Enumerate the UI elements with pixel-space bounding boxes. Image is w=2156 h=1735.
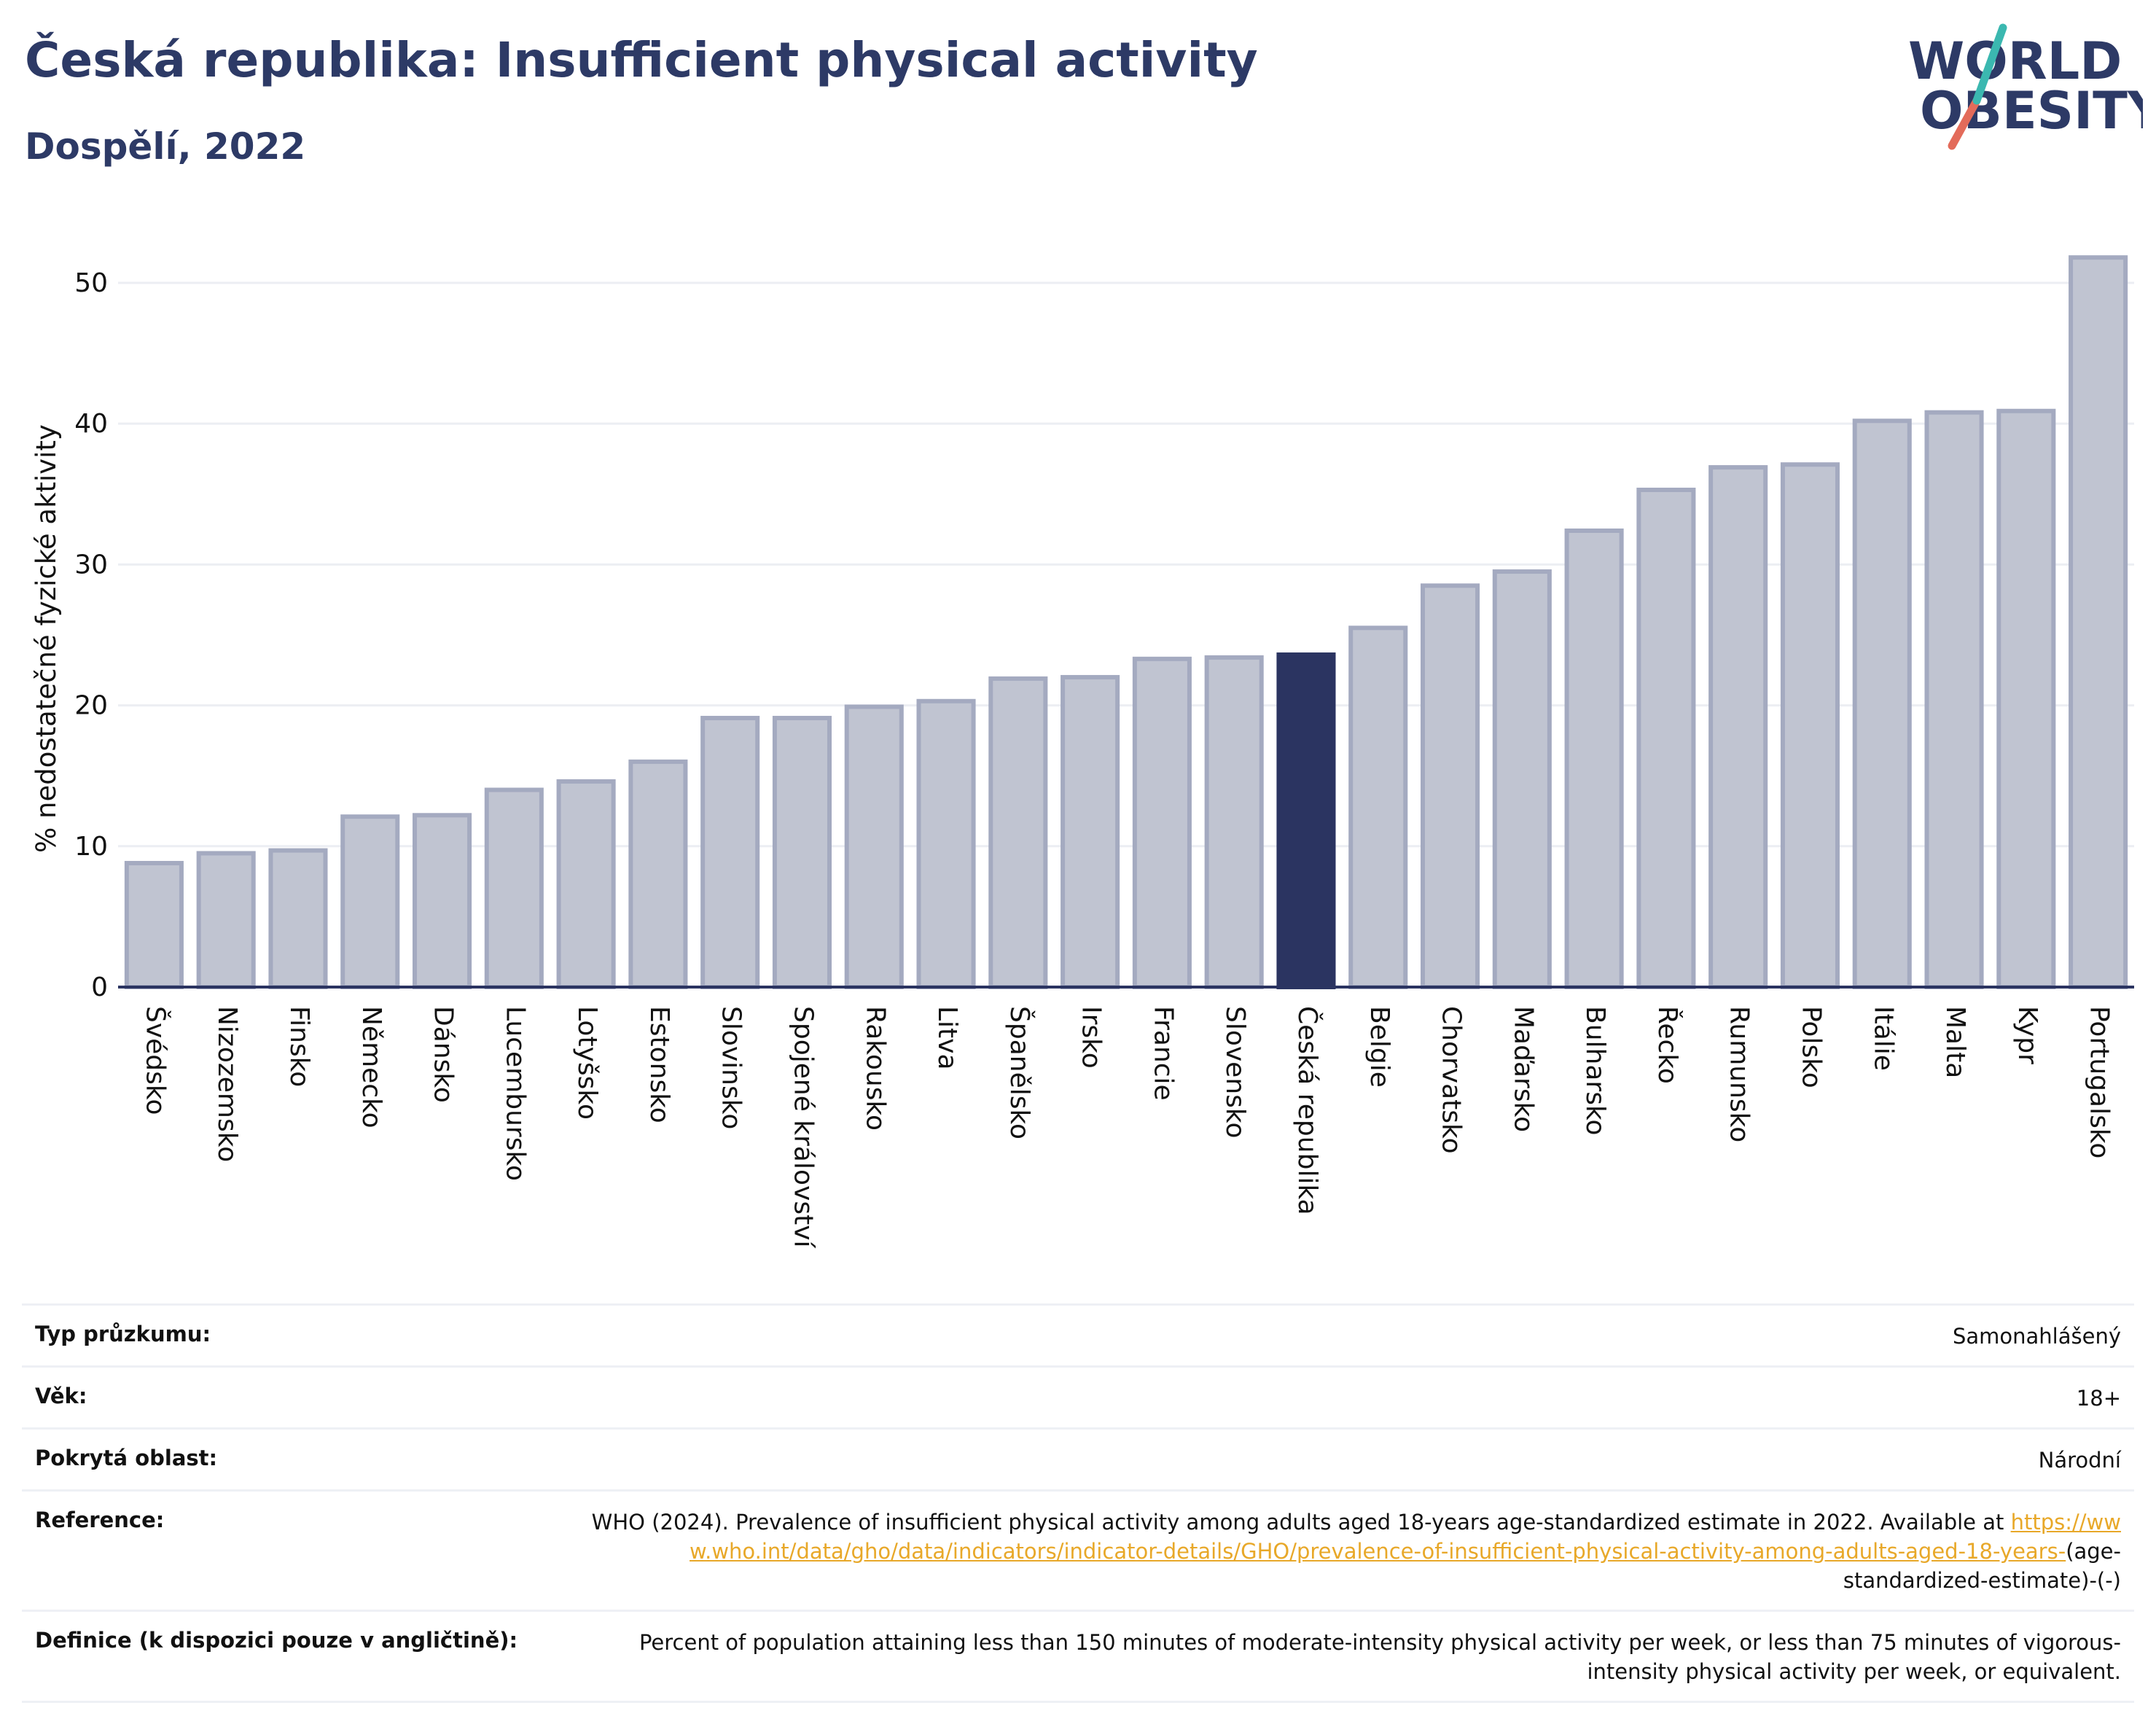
bar	[556, 779, 616, 989]
y-tick-label: 0	[91, 972, 108, 1002]
bar	[1420, 583, 1480, 989]
x-tick-label: Estonsko	[644, 1006, 674, 1123]
world-obesity-logo: WORLD OBESITY	[1908, 23, 2143, 150]
x-tick-label: Švédsko	[140, 1006, 171, 1115]
bar	[844, 704, 904, 989]
x-tick-label: Polsko	[1796, 1006, 1826, 1088]
bar	[1636, 487, 1696, 989]
reference-label: Reference:	[22, 1489, 589, 1611]
x-tick-label: Bulharsko	[1580, 1006, 1610, 1136]
bar	[1708, 465, 1768, 989]
bar-chart: 0 10 20 30 40 50 Švédsko Nizozemsko Finsko Němec…	[31, 255, 2134, 1249]
y-tick-label: 50	[74, 268, 108, 298]
survey-type-label: Typ průzkumu:	[22, 1303, 589, 1367]
bar	[1996, 408, 2056, 989]
reference-value: WHO (2024). Prevalence of insufficient p…	[589, 1489, 2134, 1611]
info-row-coverage: Pokrytá oblast: Národní	[22, 1427, 2134, 1491]
bar	[484, 787, 544, 989]
x-tick-label: Maďarsko	[1508, 1006, 1538, 1132]
bar	[412, 813, 472, 989]
bar	[1204, 655, 1264, 989]
info-row-survey-type: Typ průzkumu: Samonahlášený	[22, 1303, 2134, 1367]
y-tick-label: 10	[74, 832, 108, 862]
x-tick-label: Irsko	[1077, 1006, 1106, 1069]
x-tick-label: Nizozemsko	[212, 1006, 242, 1162]
coverage-label: Pokrytá oblast:	[22, 1427, 589, 1491]
logo-slash-coral	[1948, 96, 1981, 150]
survey-type-value: Samonahlášený	[589, 1303, 2134, 1367]
x-tick-label: Chorvatsko	[1437, 1006, 1466, 1154]
bar	[1564, 529, 1624, 989]
y-tick-label: 20	[74, 691, 108, 721]
bar	[1061, 674, 1120, 990]
coverage-value: Národní	[589, 1427, 2134, 1491]
bar	[772, 715, 832, 989]
definition-label: Definice (k dispozici pouze v angličtině…	[22, 1610, 589, 1703]
bar-highlighted	[1276, 652, 1336, 990]
x-tick-label: Lotyšsko	[572, 1006, 602, 1120]
bar	[124, 860, 184, 990]
reference-link[interactable]: https://www.who.int/data/gho/data/indica…	[690, 1510, 2121, 1564]
x-tick-label: Lucembursko	[500, 1006, 530, 1181]
x-tick-label: Slovinsko	[716, 1006, 746, 1129]
x-tick-label: Rumunsko	[1725, 1006, 1754, 1142]
bar	[340, 814, 400, 989]
bar	[1780, 462, 1840, 989]
logo-line-1: WORLD	[1908, 31, 2122, 91]
bar	[1924, 410, 1984, 989]
x-tick-label: Malta	[1940, 1006, 1970, 1078]
info-row-definition: Definice (k dispozici pouze v angličtině…	[22, 1610, 2134, 1703]
y-axis-label: % nedostatečné fyzické aktivity	[31, 424, 62, 853]
x-tick-label: Řecko	[1652, 1006, 1683, 1084]
bar	[1852, 418, 1912, 989]
x-tick-label: Spojené království	[788, 1006, 818, 1249]
logo-slash-teal	[1972, 23, 2007, 105]
y-tick-label: 40	[74, 409, 108, 439]
reference-text: WHO (2024). Prevalence of insufficient p…	[591, 1510, 2011, 1535]
x-tick-label: Itálie	[1868, 1006, 1898, 1071]
y-tick-label: 30	[74, 550, 108, 580]
chart-subtitle: Dospělí, 2022	[25, 125, 306, 168]
x-tick-label: Rakousko	[860, 1006, 890, 1131]
age-label: Věk:	[22, 1365, 589, 1429]
x-tick-label: Finsko	[284, 1006, 314, 1087]
bar	[2069, 255, 2128, 990]
age-value: 18+	[589, 1365, 2134, 1429]
bar	[1132, 656, 1192, 989]
reference-suffix: (age-standardized-estimate)-(-)	[1843, 1539, 2121, 1593]
axes: 0 10 20 30 40 50	[74, 268, 2134, 1002]
x-tick-label: Kypr	[2012, 1006, 2042, 1064]
bar	[700, 715, 760, 989]
info-row-reference: Reference: WHO (2024). Prevalence of ins…	[22, 1489, 2134, 1611]
x-tick-label: Španělsko	[1004, 1006, 1035, 1139]
x-tick-label: Belgie	[1364, 1006, 1394, 1088]
bar	[988, 676, 1048, 990]
bars	[124, 255, 2128, 990]
bar	[1348, 625, 1408, 989]
x-tick-label: Litva	[932, 1006, 962, 1070]
x-tick-label: Německo	[356, 1006, 386, 1128]
x-tick-labels: Švédsko Nizozemsko Finsko Německo Dánsko Luce…	[140, 1006, 2114, 1249]
x-tick-label: Francie	[1148, 1006, 1178, 1101]
x-tick-label: Dánsko	[429, 1006, 458, 1103]
definition-value: Percent of population attaining less tha…	[589, 1610, 2134, 1703]
bar	[916, 698, 976, 990]
x-tick-label: Česká republika	[1292, 1006, 1323, 1215]
info-table: Typ průzkumu: Samonahlášený Věk: 18+ Pok…	[22, 1303, 2134, 1703]
x-tick-label: Slovensko	[1220, 1006, 1250, 1139]
bar	[628, 759, 688, 989]
chart-title: Česká republika: Insufficient physical a…	[25, 32, 1258, 88]
info-row-age: Věk: 18+	[22, 1365, 2134, 1429]
bar	[196, 851, 256, 990]
bar	[268, 848, 328, 989]
x-tick-label: Portugalsko	[2085, 1006, 2114, 1158]
bar	[1492, 569, 1552, 989]
